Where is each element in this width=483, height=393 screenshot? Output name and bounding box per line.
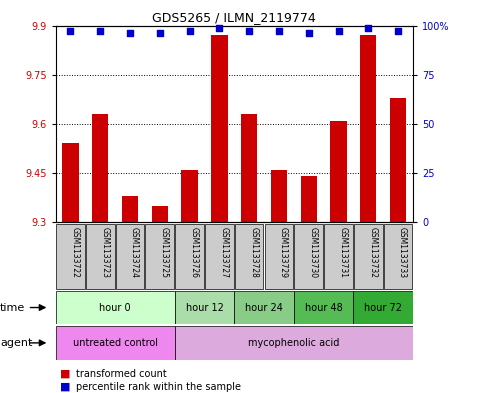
Bar	[384, 224, 412, 289]
Text: percentile rank within the sample: percentile rank within the sample	[76, 382, 241, 392]
Point	[185, 28, 193, 35]
Bar	[354, 224, 383, 289]
Bar	[205, 224, 234, 289]
Bar	[175, 326, 413, 360]
Bar	[56, 291, 175, 324]
Text: hour 12: hour 12	[185, 303, 224, 312]
Bar	[175, 224, 204, 289]
Text: GSM1133727: GSM1133727	[219, 227, 228, 277]
Point	[67, 28, 74, 35]
Bar	[330, 121, 347, 222]
Bar	[62, 143, 79, 222]
Bar	[175, 291, 234, 324]
Point	[126, 30, 134, 37]
Bar	[360, 35, 376, 222]
Text: GSM1133722: GSM1133722	[71, 227, 79, 277]
Bar	[234, 291, 294, 324]
Text: time: time	[0, 303, 25, 312]
Bar	[56, 224, 85, 289]
Text: transformed count: transformed count	[76, 369, 167, 379]
Text: agent: agent	[0, 338, 32, 348]
Text: hour 72: hour 72	[364, 303, 402, 312]
Point	[335, 28, 342, 35]
Bar	[211, 35, 227, 222]
Bar	[152, 206, 168, 222]
Point	[394, 28, 402, 35]
Bar	[294, 291, 354, 324]
Point	[364, 24, 372, 31]
Text: GSM1133732: GSM1133732	[368, 227, 377, 277]
Point	[305, 30, 313, 37]
Bar	[145, 224, 174, 289]
Bar	[265, 224, 293, 289]
Text: GSM1133726: GSM1133726	[189, 227, 199, 277]
Bar	[271, 170, 287, 222]
Text: hour 24: hour 24	[245, 303, 283, 312]
Text: hour 0: hour 0	[99, 303, 131, 312]
Text: GSM1133729: GSM1133729	[279, 227, 288, 277]
Bar	[116, 224, 144, 289]
Point	[245, 28, 253, 35]
Bar	[235, 224, 263, 289]
Bar	[295, 224, 323, 289]
Bar	[354, 291, 413, 324]
Text: untreated control: untreated control	[72, 338, 157, 348]
Text: hour 48: hour 48	[305, 303, 342, 312]
Bar	[182, 170, 198, 222]
Bar	[241, 114, 257, 222]
Bar	[92, 114, 108, 222]
Bar	[324, 224, 353, 289]
Point	[97, 28, 104, 35]
Text: mycophenolic acid: mycophenolic acid	[248, 338, 340, 348]
Bar	[86, 224, 114, 289]
Title: GDS5265 / ILMN_2119774: GDS5265 / ILMN_2119774	[152, 11, 316, 24]
Text: GSM1133733: GSM1133733	[398, 227, 407, 278]
Text: GSM1133723: GSM1133723	[100, 227, 109, 277]
Text: GSM1133731: GSM1133731	[339, 227, 347, 277]
Text: GSM1133730: GSM1133730	[309, 227, 318, 278]
Bar	[390, 97, 406, 222]
Bar	[56, 326, 175, 360]
Bar	[122, 196, 138, 222]
Text: ■: ■	[60, 382, 71, 392]
Point	[275, 28, 283, 35]
Point	[215, 24, 223, 31]
Text: GSM1133724: GSM1133724	[130, 227, 139, 277]
Text: GSM1133728: GSM1133728	[249, 227, 258, 277]
Text: ■: ■	[60, 369, 71, 379]
Bar	[300, 176, 317, 222]
Text: GSM1133725: GSM1133725	[160, 227, 169, 277]
Point	[156, 30, 164, 37]
